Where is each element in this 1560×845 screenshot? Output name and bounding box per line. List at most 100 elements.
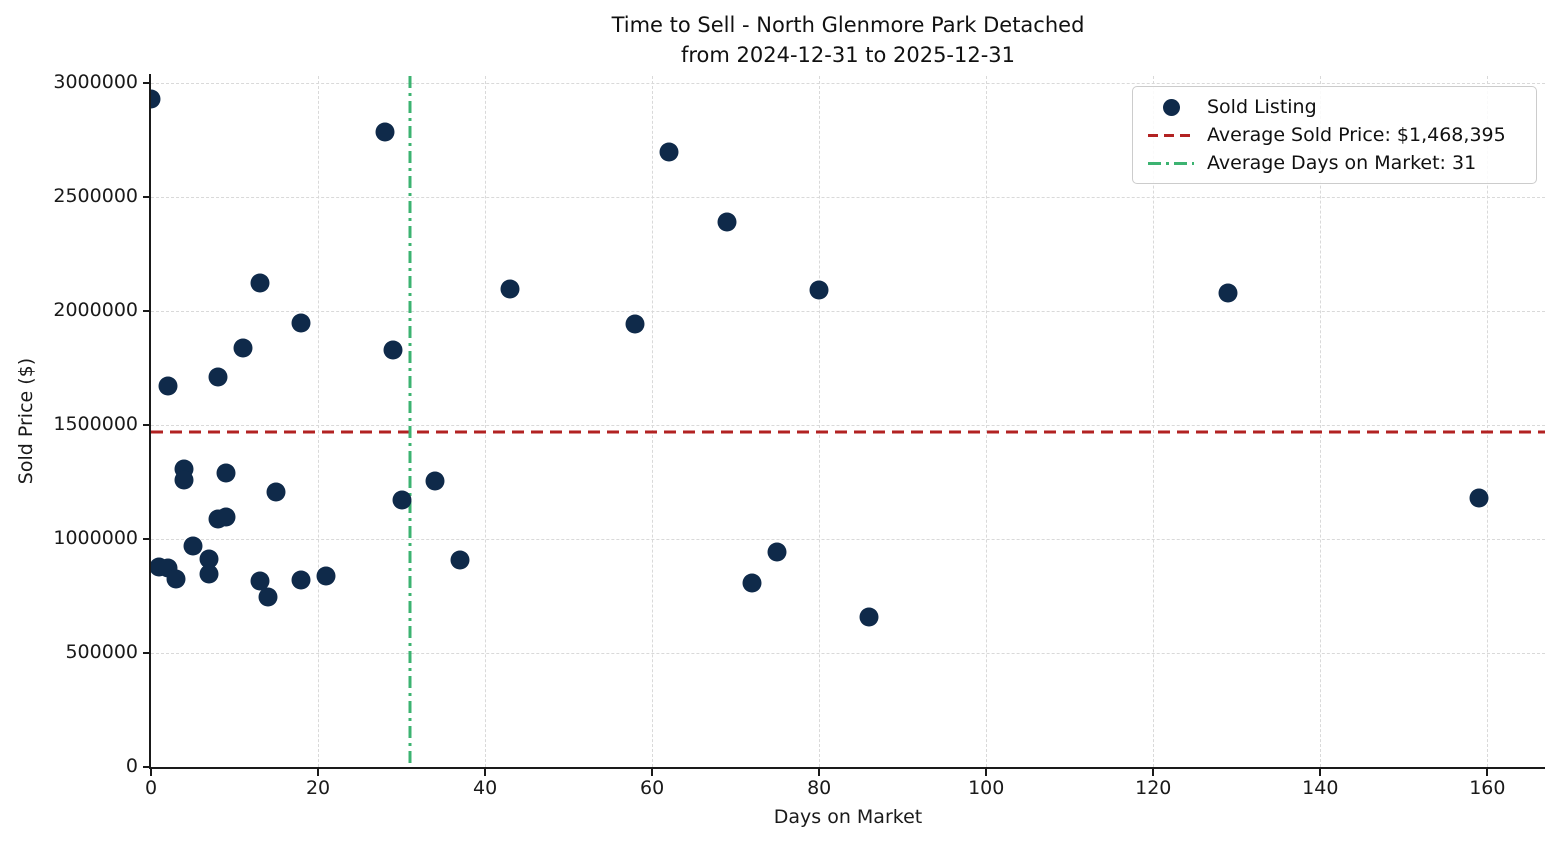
x-tick-label: 60 — [640, 777, 665, 799]
x-tick-label: 120 — [1135, 777, 1172, 799]
legend: Sold Listing Average Sold Price: $1,468,… — [1132, 86, 1537, 184]
grid-line-horizontal — [151, 425, 1545, 427]
grid-line-horizontal — [151, 653, 1545, 654]
grid-line-vertical — [986, 76, 988, 767]
grid-line-vertical — [652, 76, 654, 767]
x-tick-label: 160 — [1469, 777, 1506, 799]
scatter-point — [450, 550, 470, 570]
x-tick-mark — [1319, 769, 1322, 776]
y-tick-label: 1500000 — [53, 413, 138, 436]
average-days-on-market-line — [408, 76, 412, 767]
y-tick-mark — [143, 766, 150, 768]
chart-title-block: Time to Sell - North Glenmore Park Detac… — [151, 10, 1545, 70]
x-axis-spine — [149, 767, 1545, 769]
grid-line-horizontal — [151, 197, 1545, 199]
legend-label: Average Days on Market: 31 — [1207, 152, 1477, 174]
x-tick-mark — [484, 769, 487, 776]
grid-line-vertical — [1153, 76, 1155, 767]
x-tick-mark — [1486, 769, 1489, 776]
y-tick-label: 0 — [125, 755, 138, 777]
x-tick-mark — [818, 769, 821, 776]
y-tick-label: 3000000 — [53, 71, 138, 94]
y-tick-mark — [143, 538, 150, 541]
scatter-point — [392, 490, 412, 510]
y-tick-label: 500000 — [65, 641, 138, 663]
scatter-point — [717, 212, 737, 232]
chart-title: Time to Sell - North Glenmore Park Detac… — [611, 13, 1085, 37]
chart-subtitle: from 2024-12-31 to 2025-12-31 — [680, 43, 1016, 67]
grid-line-horizontal — [151, 83, 1545, 85]
scatter-point — [216, 463, 236, 483]
y-tick-label: 2000000 — [53, 299, 138, 322]
scatter-point — [659, 142, 679, 162]
grid-line-vertical — [1487, 76, 1489, 767]
y-tick-mark — [143, 652, 150, 654]
legend-item-avg-days: Average Days on Market: 31 — [1145, 152, 1524, 174]
scatter-point — [500, 279, 520, 299]
scatter-point — [216, 507, 236, 527]
scatter-point — [425, 471, 445, 491]
scatter-point — [375, 122, 395, 142]
scatter-point — [250, 273, 270, 293]
dashed-line-icon — [1145, 133, 1197, 137]
scatter-point — [742, 573, 762, 593]
x-tick-mark — [651, 769, 654, 776]
scatter-point — [1469, 488, 1489, 508]
grid-line-vertical — [318, 76, 320, 767]
x-tick-label: 0 — [144, 777, 158, 799]
grid-line-vertical — [1320, 76, 1322, 767]
y-tick-mark — [143, 196, 150, 199]
grid-line-horizontal — [151, 311, 1545, 313]
scatter-point — [174, 470, 194, 490]
scatter-point — [1218, 283, 1238, 303]
scatter-point — [199, 549, 219, 569]
dot-icon — [1162, 98, 1180, 116]
scatter-point — [233, 338, 253, 358]
scatter-point — [199, 564, 219, 584]
scatter-point — [625, 314, 645, 334]
x-tick-mark — [317, 769, 320, 776]
scatter-point — [166, 569, 186, 589]
y-axis-spine — [149, 74, 151, 769]
scatter-point — [291, 313, 311, 333]
x-tick-label: 80 — [807, 777, 832, 799]
scatter-point — [151, 89, 161, 109]
grid-line-vertical — [485, 76, 487, 767]
x-tick-mark — [985, 769, 988, 776]
y-tick-mark — [143, 424, 150, 427]
y-tick-label: 1000000 — [53, 527, 138, 550]
x-tick-label: 20 — [305, 777, 331, 799]
legend-label: Sold Listing — [1207, 96, 1317, 118]
scatter-point — [266, 482, 286, 502]
legend-item-sold-listing: Sold Listing — [1145, 96, 1524, 118]
scatter-point — [250, 571, 270, 591]
scatter-point — [383, 340, 403, 360]
y-tick-mark — [143, 310, 150, 313]
scatter-point — [158, 376, 178, 396]
scatter-point — [859, 607, 879, 627]
x-tick-mark — [150, 769, 152, 776]
scatter-point — [183, 536, 203, 556]
x-tick-label: 100 — [968, 777, 1005, 799]
legend-item-avg-price: Average Sold Price: $1,468,395 — [1145, 124, 1524, 146]
scatter-point — [208, 367, 228, 387]
x-tick-label: 40 — [472, 777, 498, 799]
x-tick-label: 140 — [1302, 777, 1339, 799]
x-axis-label: Days on Market — [773, 806, 923, 828]
dash-dot-line-icon — [1145, 161, 1197, 165]
legend-label: Average Sold Price: $1,468,395 — [1207, 124, 1506, 146]
sold-listing-marker-icon — [1145, 98, 1197, 116]
scatter-point — [767, 542, 787, 562]
grid-line-horizontal — [151, 539, 1545, 541]
y-tick-mark — [143, 82, 150, 85]
y-tick-label: 2500000 — [53, 185, 138, 208]
scatter-point — [291, 570, 311, 590]
x-tick-mark — [1152, 769, 1155, 776]
y-axis-label: Sold Price ($) — [15, 357, 37, 485]
grid-line-vertical — [819, 76, 821, 767]
scatter-point — [258, 587, 278, 607]
scatter-point — [316, 566, 336, 586]
scatter-point — [809, 280, 829, 300]
average-sold-price-line — [151, 430, 1545, 434]
